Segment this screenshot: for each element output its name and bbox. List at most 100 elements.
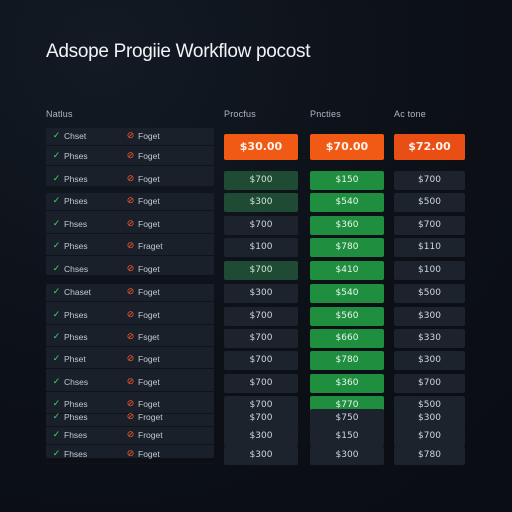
check-icon: ✓ — [52, 173, 61, 183]
status-row[interactable]: ✓ Phses ⊘ Foget — [46, 396, 214, 414]
value-cell[interactable]: $700 — [224, 329, 298, 348]
x-icon: ⊘ — [126, 353, 135, 363]
check-icon: ✓ — [52, 130, 61, 140]
page-title: Adsope Progiie Workflow pocost — [46, 41, 311, 62]
status-row[interactable]: ✓ Phses ⊘ Fraget — [46, 238, 214, 256]
check-icon: ✓ — [52, 218, 61, 228]
value-cell[interactable]: $700 — [224, 374, 298, 393]
price-button[interactable]: $72.00 — [394, 134, 465, 160]
column-header-prices[interactable]: Pncties — [310, 109, 341, 119]
value-cell[interactable]: $150 — [310, 427, 384, 446]
value-cell[interactable]: $700 — [394, 216, 465, 235]
status-row[interactable]: ✓ Chaset ⊘ Foget — [46, 284, 214, 302]
value-cell[interactable]: $560 — [310, 307, 384, 326]
x-icon: ⊘ — [126, 130, 135, 140]
status-row[interactable]: ✓ Phses ⊘ Foget — [46, 307, 214, 325]
status-row[interactable]: ✓ Phses ⊘ Foget — [46, 171, 214, 189]
status-label: Fhses — [64, 449, 88, 459]
status-row[interactable]: ✓ Phses ⊘ Froget — [46, 409, 214, 427]
status-row[interactable]: ✓ Fhses ⊘ Foget — [46, 446, 214, 464]
value-cell[interactable]: $300 — [394, 409, 465, 428]
target-label: Foget — [138, 219, 160, 229]
x-icon: ⊘ — [126, 286, 135, 296]
x-icon: ⊘ — [126, 240, 135, 250]
price-button[interactable]: $70.00 — [310, 134, 384, 160]
status-label: Phses — [64, 196, 88, 206]
x-icon: ⊘ — [126, 173, 135, 183]
value-cell[interactable]: $100 — [224, 238, 298, 257]
x-icon: ⊘ — [126, 331, 135, 341]
x-icon: ⊘ — [126, 150, 135, 160]
price-button[interactable]: $30.00 — [224, 134, 298, 160]
value-cell[interactable]: $780 — [310, 238, 384, 257]
check-icon: ✓ — [52, 150, 61, 160]
value-cell[interactable]: $540 — [310, 284, 384, 303]
value-cell[interactable]: $300 — [394, 351, 465, 370]
value-cell[interactable]: $110 — [394, 238, 465, 257]
status-label: Fhses — [64, 430, 88, 440]
status-row[interactable]: ✓ Chses ⊘ Foget — [46, 261, 214, 279]
status-label: Chaset — [64, 287, 91, 297]
status-row[interactable]: ✓ Fhses ⊘ Froget — [46, 427, 214, 445]
check-icon: ✓ — [52, 376, 61, 386]
x-icon: ⊘ — [126, 429, 135, 439]
x-icon: ⊘ — [126, 218, 135, 228]
status-row[interactable]: ✓ Chset ⊘ Foget — [46, 128, 214, 146]
status-row[interactable]: ✓ Chses ⊘ Foget — [46, 374, 214, 392]
value-cell[interactable]: $700 — [394, 427, 465, 446]
status-label: Phses — [64, 174, 88, 184]
column-header-process[interactable]: Procfus — [224, 109, 256, 119]
target-label: Foget — [138, 354, 160, 364]
value-cell[interactable]: $300 — [310, 446, 384, 465]
target-label: Foget — [138, 310, 160, 320]
value-cell[interactable]: $500 — [394, 284, 465, 303]
column-header-action[interactable]: Ac tone — [394, 109, 426, 119]
check-icon: ✓ — [52, 331, 61, 341]
check-icon: ✓ — [52, 286, 61, 296]
target-label: Foget — [138, 151, 160, 161]
value-cell[interactable]: $410 — [310, 261, 384, 280]
value-cell[interactable]: $300 — [224, 193, 298, 212]
value-cell[interactable]: $750 — [310, 409, 384, 428]
value-cell[interactable]: $330 — [394, 329, 465, 348]
value-cell[interactable]: $300 — [394, 307, 465, 326]
value-cell[interactable]: $360 — [310, 216, 384, 235]
status-row[interactable]: ✓ Phses ⊘ Foget — [46, 193, 214, 211]
check-icon: ✓ — [52, 263, 61, 273]
status-row[interactable]: ✓ Phses ⊘ Fsget — [46, 329, 214, 347]
status-label: Chses — [64, 264, 89, 274]
value-cell[interactable]: $700 — [224, 216, 298, 235]
x-icon: ⊘ — [126, 411, 135, 421]
status-label: Chset — [64, 131, 87, 141]
status-label: Phses — [64, 310, 88, 320]
check-icon: ✓ — [52, 398, 61, 408]
value-cell[interactable]: $700 — [224, 351, 298, 370]
value-cell[interactable]: $780 — [394, 446, 465, 465]
status-row[interactable]: ✓ Phset ⊘ Foget — [46, 351, 214, 369]
value-cell[interactable]: $300 — [224, 446, 298, 465]
value-cell[interactable]: $300 — [224, 427, 298, 446]
value-cell[interactable]: $700 — [224, 307, 298, 326]
status-row[interactable]: ✓ Fhses ⊘ Foget — [46, 216, 214, 234]
status-panel-1 — [46, 128, 214, 186]
value-cell[interactable]: $150 — [310, 171, 384, 190]
column-header-status[interactable]: Natlus — [46, 109, 73, 119]
value-cell[interactable]: $700 — [394, 171, 465, 190]
value-cell[interactable]: $700 — [224, 409, 298, 428]
value-cell[interactable]: $660 — [310, 329, 384, 348]
value-cell[interactable]: $540 — [310, 193, 384, 212]
value-cell[interactable]: $360 — [310, 374, 384, 393]
value-cell[interactable]: $700 — [394, 374, 465, 393]
status-row[interactable]: ✓ Phses ⊘ Foget — [46, 148, 214, 166]
value-cell[interactable]: $300 — [224, 284, 298, 303]
check-icon: ✓ — [52, 411, 61, 421]
status-label: Fhses — [64, 219, 88, 229]
target-label: Froget — [138, 412, 163, 422]
target-label: Foget — [138, 377, 160, 387]
value-cell[interactable]: $700 — [224, 261, 298, 280]
value-cell[interactable]: $500 — [394, 193, 465, 212]
value-cell[interactable]: $700 — [224, 171, 298, 190]
value-cell[interactable]: $780 — [310, 351, 384, 370]
status-label: Phses — [64, 151, 88, 161]
value-cell[interactable]: $100 — [394, 261, 465, 280]
